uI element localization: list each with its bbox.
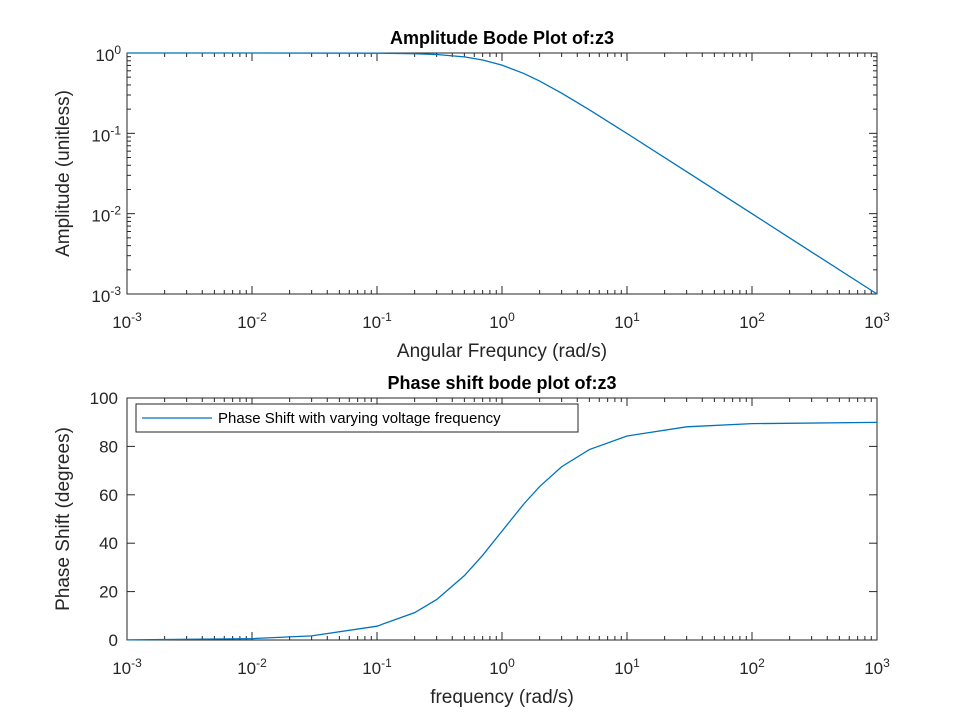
axes-box xyxy=(126,397,878,641)
chart-title: Phase shift bode plot of:z3 xyxy=(387,373,616,393)
phase-plot: 10-3 10-2 10-1 100 101 102 103 0 20 40 60 80 100 Phas… xyxy=(53,373,890,708)
x-tick-label: 10-2 xyxy=(237,310,267,332)
x-tick-label: 100 xyxy=(489,310,515,332)
x-tick-label: 101 xyxy=(614,656,640,678)
x-axis-label: frequency (rad/s) xyxy=(430,687,574,708)
x-tick-label: 103 xyxy=(864,656,890,678)
legend: Phase Shift with varying voltage frequen… xyxy=(135,403,579,433)
legend-entry: Phase Shift with varying voltage frequen… xyxy=(218,410,501,427)
x-axis-label: Angular Frequncy (rad/s) xyxy=(397,341,607,362)
y-axis-label: Phase Shift (degrees) xyxy=(53,427,74,611)
y-tick-label: 100 xyxy=(95,43,121,65)
x-tick-label: 103 xyxy=(864,310,890,332)
series-line xyxy=(126,421,878,641)
y-tick-label: 10-3 xyxy=(91,284,121,306)
y-tick-label: 20 xyxy=(99,583,118,602)
x-tick-label: 100 xyxy=(489,656,515,678)
y-tick-label: 0 xyxy=(109,631,118,650)
chart-title: Amplitude Bode Plot of:z3 xyxy=(390,28,614,48)
y-tick-label: 80 xyxy=(99,437,118,456)
x-tick-label: 102 xyxy=(739,310,765,332)
y-axis-label: Amplitude (unitless) xyxy=(53,90,74,257)
x-tick-label: 10-1 xyxy=(362,310,392,332)
x-tick-label: 101 xyxy=(614,310,640,332)
y-tick-label: 10-1 xyxy=(91,123,121,145)
y-tick-label: 10-2 xyxy=(91,204,121,226)
amplitude-plot: 10-3 10-2 10-1 100 101 102 103 10-3 10-2 10-1 100 A… xyxy=(53,28,890,362)
y-tick-label: 100 xyxy=(90,389,118,408)
x-tick-label: 10-3 xyxy=(112,310,142,332)
x-tick-label: 10-1 xyxy=(362,656,392,678)
x-tick-label: 10-2 xyxy=(237,656,267,678)
series-line xyxy=(127,52,878,295)
x-tick-label: 102 xyxy=(739,656,765,678)
x-tick-label: 10-3 xyxy=(112,656,142,678)
y-tick-label: 60 xyxy=(99,486,118,505)
y-tick-label: 40 xyxy=(99,534,118,553)
axes-box xyxy=(126,52,878,295)
